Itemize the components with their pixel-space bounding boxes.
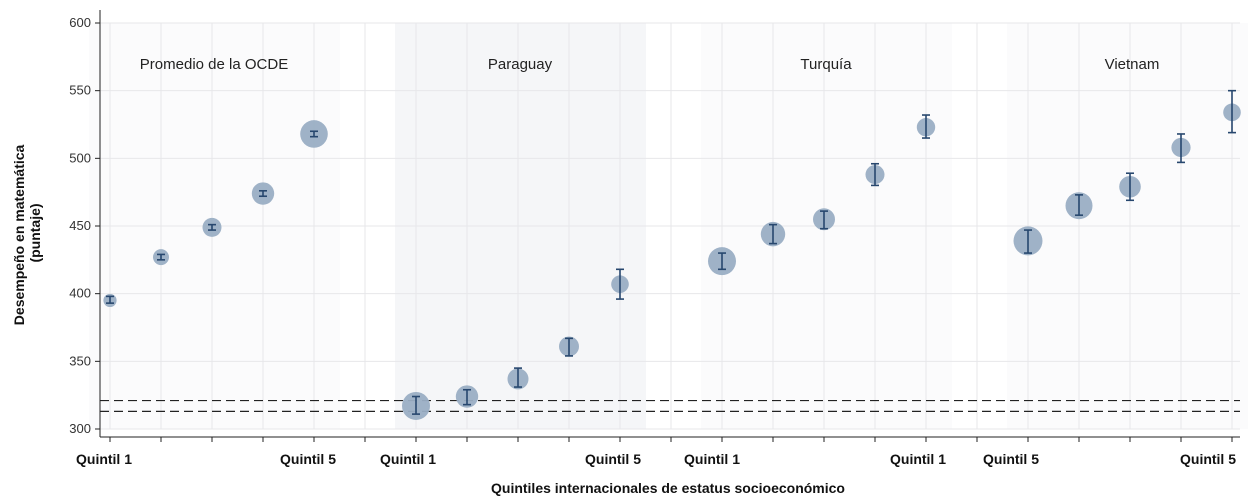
- y-tick-label: 400: [69, 286, 91, 301]
- y-tick-label: 300: [69, 421, 91, 436]
- tick-labels: 300 350 400 450 500 550 600 Quintil 1 Quintil 5 Q…: [69, 15, 1236, 467]
- axes: [95, 10, 1240, 442]
- grid: [100, 22, 1240, 430]
- panel-title: Promedio de la OCDE: [140, 56, 288, 73]
- y-axis-title-line-1: Desempeño en matemática: [11, 144, 27, 325]
- panel-titles: Promedio de la OCDE Paraguay Turquía Vietna…: [140, 56, 1160, 73]
- x-tick-label: Quintil 5: [1180, 451, 1236, 467]
- reference-lines: [100, 399, 1240, 413]
- x-tick-label: Quintil 1: [890, 451, 946, 467]
- x-tick-label: Quintil 5: [585, 451, 641, 467]
- y-axis-title: Desempeño en matemática (puntaje): [11, 141, 43, 325]
- y-tick-label: 500: [69, 150, 91, 165]
- x-axis-title: Quintiles internacionales de estatus soc…: [491, 480, 845, 496]
- x-tick-label: Quintil 1: [380, 451, 436, 467]
- panel-title: Vietnam: [1105, 56, 1160, 73]
- y-axis-title-line-2: (puntaje): [27, 203, 43, 262]
- x-tick-label: Quintil 5: [983, 451, 1039, 467]
- x-tick-label: Quintil 5: [280, 451, 336, 467]
- y-tick-label: 450: [69, 218, 91, 233]
- x-tick-label: Quintil 1: [76, 451, 132, 467]
- panel-title: Turquía: [800, 56, 852, 73]
- y-tick-label: 550: [69, 83, 91, 98]
- data-points: [103, 89, 1241, 420]
- y-tick-label: 350: [69, 353, 91, 368]
- y-tick-label: 600: [69, 15, 91, 30]
- x-tick-label: Quintil 1: [684, 451, 740, 467]
- panel-title: Paraguay: [488, 56, 553, 73]
